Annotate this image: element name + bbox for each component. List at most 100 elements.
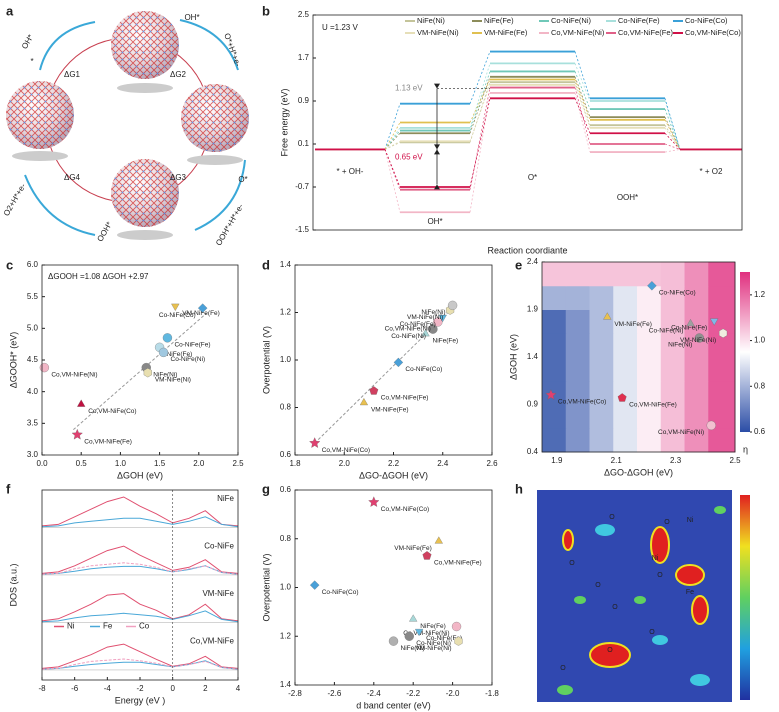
heat-cell xyxy=(542,357,567,382)
x-tick-label: -2.4 xyxy=(367,689,381,698)
x-axis-label: ΔGO-ΔGOH (eV) xyxy=(604,467,673,477)
heat-cell xyxy=(684,262,709,287)
y-tick-label: 3.5 xyxy=(27,418,39,427)
state-label: O*+H*+e- xyxy=(222,32,242,68)
connector xyxy=(469,98,491,188)
point-label: NiFe(Fe) xyxy=(167,351,193,358)
x-tick-label: 0.5 xyxy=(76,459,88,468)
point-label: Co,VM-NiFe(Co) xyxy=(322,447,370,454)
point xyxy=(359,397,369,406)
heat-cell xyxy=(660,262,686,287)
heat-cell xyxy=(613,404,638,429)
y-tick-label: 5.5 xyxy=(27,292,39,301)
connector xyxy=(469,82,491,143)
y-axis-label: ΔGOH (eV) xyxy=(508,334,518,380)
heat-cell xyxy=(637,309,662,334)
point-label: Co,VM-NiFe(Fe) xyxy=(434,560,482,567)
plot-frame xyxy=(294,489,493,686)
heat-cell xyxy=(565,333,591,358)
point xyxy=(197,303,208,313)
point-label: VM-NiFe(Fe) xyxy=(614,321,652,328)
x-tick-label: 0 xyxy=(170,684,175,693)
point-label: Co-NiFe(Ni) xyxy=(391,333,426,340)
x-tick-label: -2.0 xyxy=(446,689,460,698)
x-tick-label: -2.6 xyxy=(328,689,342,698)
heat-cell xyxy=(637,428,662,453)
point-label: Co,VM-NiFe(Co) xyxy=(88,408,136,415)
x-tick-label: 2.4 xyxy=(437,459,449,468)
step-label: ΔG4 xyxy=(64,173,81,182)
connector xyxy=(384,149,401,213)
point-label: VM-NiFe(Ni) xyxy=(155,376,191,383)
heat-cell xyxy=(589,262,614,287)
point xyxy=(451,621,462,632)
dos-curve xyxy=(41,545,239,574)
x-tick-label: -1.8 xyxy=(485,689,499,698)
connector xyxy=(384,127,401,150)
heat-cell xyxy=(565,428,591,453)
connector xyxy=(664,148,681,153)
point xyxy=(162,333,173,343)
heat-cell xyxy=(637,262,662,287)
heat-cell xyxy=(684,428,709,453)
x-axis-label: Reaction coordiante xyxy=(487,245,567,255)
y-tick-label: 0.9 xyxy=(298,96,310,105)
x-tick-label: 2.1 xyxy=(611,456,623,465)
panel-h-art xyxy=(537,490,750,702)
heat-cell xyxy=(684,404,709,429)
atom-label: O xyxy=(569,560,575,567)
connector xyxy=(384,122,401,150)
connector xyxy=(384,103,401,150)
legend-label: Co xyxy=(139,622,150,631)
connector xyxy=(574,79,591,120)
point xyxy=(710,318,719,326)
x-tick-label: -2.2 xyxy=(406,689,420,698)
panel-a-art xyxy=(6,11,249,240)
point xyxy=(603,312,612,320)
colorbar-tick-label: 1.0 xyxy=(754,336,766,345)
point xyxy=(369,386,379,395)
x-tick-label: -2.8 xyxy=(288,689,302,698)
heat-cell xyxy=(589,357,614,382)
state-label: O2+H*+e- xyxy=(2,182,28,218)
connector xyxy=(664,124,681,150)
state-label: OOH*+H*+e- xyxy=(214,202,245,247)
point-label: Co-NiFe(Fe) xyxy=(400,321,436,328)
point xyxy=(706,420,716,431)
point-label: NiFe(Ni) xyxy=(668,342,692,349)
panel-letter: g xyxy=(262,481,270,496)
point-label: VM-NiFe(Fe) xyxy=(371,406,409,413)
heat-cell xyxy=(613,428,638,453)
point-label: Co,VM-NiFe(Ni) xyxy=(658,429,704,436)
connector xyxy=(574,84,591,129)
point-label: Co,VM-NiFe(Ni) xyxy=(403,630,449,637)
atom-label: O xyxy=(607,647,613,654)
colorbar-tick-label: 0.6 xyxy=(754,427,766,436)
heat-cell xyxy=(613,262,638,287)
y-tick-label: 1.4 xyxy=(280,680,292,689)
legend-label: Co-NiFe(Co) xyxy=(685,16,728,25)
point xyxy=(647,281,657,291)
y-tick-label: 0.9 xyxy=(527,400,539,409)
y-axis-label: Free energy (eV) xyxy=(279,88,289,156)
x-tick-label: -6 xyxy=(71,684,79,693)
heat-cell xyxy=(660,285,686,310)
x-tick-label: 1.5 xyxy=(154,459,166,468)
dos-curve xyxy=(41,643,239,669)
point xyxy=(428,324,438,334)
heat-cell xyxy=(708,333,736,358)
point xyxy=(434,536,443,544)
atom-label: O xyxy=(649,629,655,636)
connector xyxy=(664,143,681,150)
legend-label: Co,VM-NiFe(Co) xyxy=(685,28,741,37)
legend-label: NiFe(Fe) xyxy=(484,16,514,25)
point-label: Co,VM-NiFe(Fe) xyxy=(84,438,132,445)
x-axis-label: ΔGOH (eV) xyxy=(117,470,163,480)
connector xyxy=(469,84,491,142)
heat-cell xyxy=(542,262,567,287)
y-tick-label: 0.8 xyxy=(280,403,292,412)
point xyxy=(71,428,83,440)
heat-cell xyxy=(589,380,614,405)
plot-frame xyxy=(41,489,239,681)
atom-label: O xyxy=(664,519,670,526)
